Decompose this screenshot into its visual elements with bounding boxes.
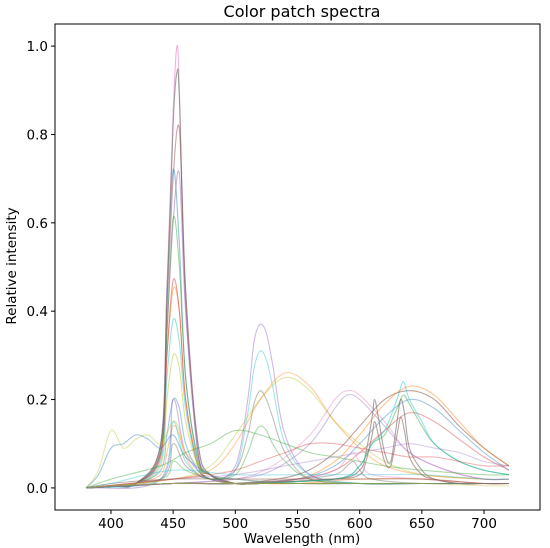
- series-line-10: [86, 353, 509, 489]
- series-line-19: [86, 389, 509, 489]
- x-tick-label: 450: [160, 516, 186, 532]
- x-tick-label: 700: [471, 516, 497, 532]
- y-tick-label: 0.0: [27, 481, 48, 497]
- x-tick-label: 600: [347, 516, 373, 532]
- y-axis: 0.0 0.2 0.4 0.6 0.8 1.0: [27, 39, 55, 497]
- series-line-36: [86, 478, 509, 489]
- x-tick-label: 500: [222, 516, 248, 532]
- x-axis: 400 450 500 550 600 650 700: [98, 510, 497, 532]
- series-line-29: [85, 420, 509, 489]
- series-line-38: [86, 482, 509, 489]
- series-line-26: [86, 416, 509, 489]
- series-line-33: [86, 443, 509, 489]
- series-line-16: [86, 425, 509, 489]
- series-line-37: [86, 469, 509, 489]
- series-line-31: [85, 429, 509, 489]
- y-tick-label: 0.6: [27, 216, 48, 232]
- y-tick-label: 0.2: [27, 393, 48, 409]
- series-line-15: [86, 390, 509, 489]
- series-line-35: [86, 460, 509, 489]
- series-line-5: [86, 124, 509, 489]
- y-tick-label: 0.8: [27, 127, 48, 143]
- y-tick-label: 0.4: [27, 304, 48, 320]
- series-line-8: [86, 278, 509, 489]
- series-line-32: [86, 442, 509, 489]
- y-axis-label: Relative intensity: [4, 207, 20, 324]
- plot-area: [54, 23, 541, 511]
- x-tick-label: 550: [285, 516, 311, 532]
- series-line-14: [86, 350, 509, 489]
- x-tick-label: 400: [98, 516, 124, 532]
- x-axis-label: Wavelength (nm): [244, 531, 361, 547]
- series-line-3: [86, 44, 509, 489]
- y-tick-label: 1.0: [27, 39, 48, 55]
- series-line-4: [86, 68, 509, 489]
- series-line-1: [86, 286, 509, 489]
- chart-title: Color patch spectra: [224, 2, 381, 21]
- x-tick-label: 650: [409, 516, 435, 532]
- series-line-30: [85, 434, 509, 489]
- series-line-20: [86, 393, 509, 489]
